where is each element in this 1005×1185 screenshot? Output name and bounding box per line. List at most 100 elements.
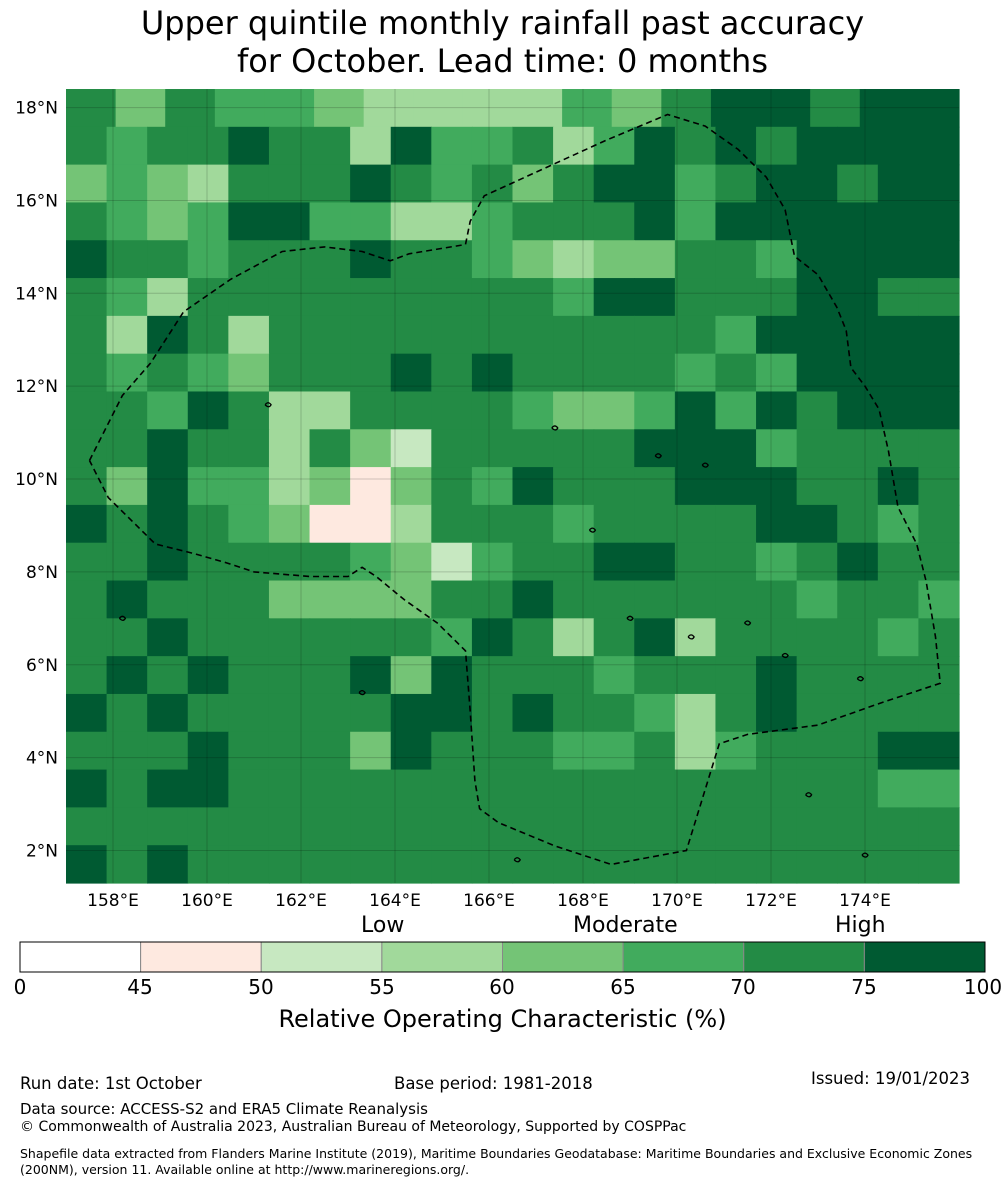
- map-cell: [756, 467, 798, 506]
- map-cell: [165, 89, 216, 128]
- map-cell: [390, 202, 432, 241]
- map-cell: [918, 807, 960, 846]
- map-cell: [66, 769, 108, 808]
- map-cell: [512, 391, 554, 430]
- map-cell: [634, 807, 676, 846]
- map-cell: [147, 164, 189, 204]
- map-cell: [796, 807, 838, 846]
- map-cell: [350, 202, 392, 241]
- map-gridlines: [66, 89, 959, 883]
- map-cell: [350, 845, 392, 884]
- map-cell: [390, 542, 432, 582]
- map-cell: [918, 693, 960, 733]
- map-cell: [918, 845, 960, 884]
- map-cell: [350, 391, 392, 430]
- island-outline: [861, 852, 869, 858]
- y-tick-label: 6°N: [26, 656, 58, 676]
- map-cell: [715, 580, 757, 619]
- map-cell: [309, 504, 351, 544]
- map-cell: [553, 240, 595, 279]
- map-cell: [147, 807, 189, 846]
- map-cell: [512, 542, 554, 582]
- map-cell: [350, 278, 392, 317]
- map-cell: [413, 89, 464, 128]
- map-cell: [147, 580, 189, 619]
- colorbar: [19, 941, 986, 973]
- map-cell: [66, 429, 108, 468]
- map-cell: [471, 429, 514, 468]
- map-cell: [674, 391, 717, 430]
- map-cell: [918, 618, 960, 657]
- title-line-1: Upper quintile monthly rainfall past acc…: [140, 4, 865, 42]
- map-cell: [674, 504, 717, 544]
- map-cell: [471, 126, 514, 166]
- map-cell: [187, 429, 229, 468]
- map-cell: [756, 618, 798, 657]
- y-tick-label: 16°N: [15, 191, 58, 211]
- map-cell: [553, 504, 595, 544]
- map-cell: [674, 845, 717, 884]
- map-cell: [228, 504, 270, 544]
- map-cell: [593, 315, 635, 355]
- map-cell: [228, 164, 270, 204]
- map-cell: [593, 580, 635, 619]
- map-cell: [147, 126, 189, 166]
- map-cell: [756, 504, 798, 544]
- map-cell: [471, 353, 514, 393]
- map-cell: [512, 240, 554, 279]
- map-cell: [674, 467, 717, 506]
- map-cell: [715, 240, 757, 279]
- colorbar-segment: [381, 941, 503, 973]
- map-cell: [593, 504, 635, 544]
- map-cell: [918, 429, 960, 468]
- map-cell: [350, 693, 392, 733]
- map-cell: [553, 807, 595, 846]
- colorbar-tick-100: 100: [963, 975, 1003, 999]
- map-cell: [187, 731, 229, 771]
- map-cell: [634, 845, 676, 884]
- map-cell: [796, 656, 838, 695]
- map-cell: [187, 202, 229, 241]
- map-cell: [147, 202, 189, 241]
- map-cell: [228, 202, 270, 241]
- map-cell: [106, 164, 148, 204]
- map-cell: [268, 164, 311, 204]
- map-cell: [877, 429, 920, 468]
- map-cell: [309, 240, 351, 279]
- map-cell: [593, 769, 635, 808]
- x-tick-label: 166°E: [463, 891, 515, 911]
- map-cell: [147, 429, 189, 468]
- map-cell: [593, 807, 635, 846]
- map-cell: [471, 845, 514, 884]
- map-cell: [390, 429, 432, 468]
- map-cell: [837, 542, 879, 582]
- map-cell: [674, 656, 717, 695]
- map-cell: [106, 693, 148, 733]
- map-cell: [309, 807, 351, 846]
- map-cell: [431, 164, 473, 204]
- island-outline: [805, 792, 813, 798]
- map-cell: [471, 807, 514, 846]
- map-cell: [512, 731, 554, 771]
- map-cell: [837, 240, 879, 279]
- map-cell: [431, 542, 473, 582]
- map-cell: [187, 769, 229, 808]
- map-cell: [918, 580, 960, 619]
- map-cell: [187, 542, 229, 582]
- map-cell: [634, 126, 676, 166]
- map-cell: [760, 89, 811, 128]
- map-cell: [837, 580, 879, 619]
- map-cell: [756, 807, 798, 846]
- map-cell: [147, 278, 189, 317]
- map-cell: [471, 278, 514, 317]
- map-cell: [512, 769, 554, 808]
- colorbar-segment: [622, 941, 745, 973]
- map-cell: [228, 580, 270, 619]
- map-cell: [115, 89, 166, 128]
- map-cell: [710, 89, 762, 128]
- map-cell: [553, 467, 595, 506]
- map-cell: [837, 769, 879, 808]
- map-cell: [918, 126, 960, 166]
- colorbar-tick-55: 55: [369, 975, 395, 999]
- map-cell: [796, 126, 838, 166]
